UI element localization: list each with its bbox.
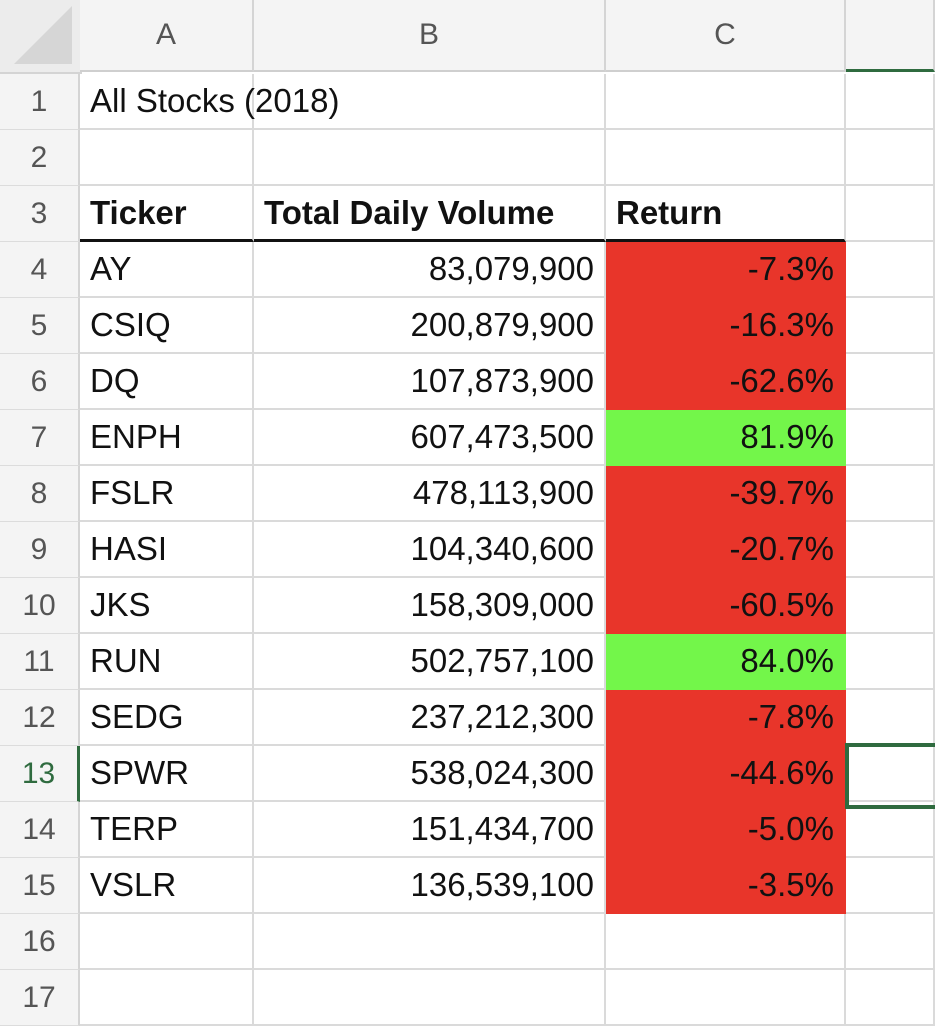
return-cell[interactable]: -5.0%: [606, 802, 846, 858]
row-header-4[interactable]: 4: [0, 242, 80, 298]
cell-d4[interactable]: [846, 242, 935, 298]
return-cell[interactable]: -44.6%: [606, 746, 846, 802]
row-header-8[interactable]: 8: [0, 466, 80, 522]
cell-d10[interactable]: [846, 578, 935, 634]
return-cell[interactable]: -7.3%: [606, 242, 846, 298]
row-header-11[interactable]: 11: [0, 634, 80, 690]
volume-cell[interactable]: 107,873,900: [254, 354, 606, 410]
return-cell[interactable]: -20.7%: [606, 522, 846, 578]
ticker-cell[interactable]: TERP: [80, 802, 254, 858]
volume-cell[interactable]: 158,309,000: [254, 578, 606, 634]
ticker-cell[interactable]: HASI: [80, 522, 254, 578]
ticker-cell[interactable]: JKS: [80, 578, 254, 634]
cell-d14[interactable]: [846, 802, 935, 858]
return-cell[interactable]: -16.3%: [606, 298, 846, 354]
cell-b2[interactable]: [254, 130, 606, 186]
cell-d7[interactable]: [846, 410, 935, 466]
ticker-cell[interactable]: RUN: [80, 634, 254, 690]
cell-d3[interactable]: [846, 186, 935, 242]
cell-a2[interactable]: [80, 130, 254, 186]
row-header-2[interactable]: 2: [0, 130, 80, 186]
row-header-6[interactable]: 6: [0, 354, 80, 410]
header-return[interactable]: Return: [606, 186, 846, 242]
ticker-cell[interactable]: DQ: [80, 354, 254, 410]
cell-d2[interactable]: [846, 130, 935, 186]
cell-c16[interactable]: [606, 914, 846, 970]
ticker-cell[interactable]: SEDG: [80, 690, 254, 746]
cell-d12[interactable]: [846, 690, 935, 746]
return-cell[interactable]: -39.7%: [606, 466, 846, 522]
cell-c2[interactable]: [606, 130, 846, 186]
cell-d9[interactable]: [846, 522, 935, 578]
volume-cell[interactable]: 502,757,100: [254, 634, 606, 690]
return-cell[interactable]: -62.6%: [606, 354, 846, 410]
cell-a16[interactable]: [80, 914, 254, 970]
volume-cell[interactable]: 478,113,900: [254, 466, 606, 522]
ticker-cell[interactable]: VSLR: [80, 858, 254, 914]
volume-cell[interactable]: 83,079,900: [254, 242, 606, 298]
cell-c1[interactable]: [606, 74, 846, 130]
volume-cell[interactable]: 136,539,100: [254, 858, 606, 914]
return-cell[interactable]: 84.0%: [606, 634, 846, 690]
ticker-cell[interactable]: AY: [80, 242, 254, 298]
cell-b16[interactable]: [254, 914, 606, 970]
cell-b17[interactable]: [254, 970, 606, 1026]
cell-d13[interactable]: [846, 746, 935, 802]
ticker-cell[interactable]: SPWR: [80, 746, 254, 802]
volume-cell[interactable]: 104,340,600: [254, 522, 606, 578]
row-header-3[interactable]: 3: [0, 186, 80, 242]
row-header-12[interactable]: 12: [0, 690, 80, 746]
cell-d16[interactable]: [846, 914, 935, 970]
row-header-5[interactable]: 5: [0, 298, 80, 354]
cell-d11[interactable]: [846, 634, 935, 690]
sheet-title-cell[interactable]: All Stocks (2018): [80, 74, 339, 130]
column-header-c[interactable]: C: [606, 0, 846, 72]
row-header-13[interactable]: 13: [0, 746, 80, 802]
volume-cell[interactable]: 151,434,700: [254, 802, 606, 858]
row-header-1[interactable]: 1: [0, 74, 80, 130]
row-header-10[interactable]: 10: [0, 578, 80, 634]
volume-cell[interactable]: 538,024,300: [254, 746, 606, 802]
row-header-17[interactable]: 17: [0, 970, 80, 1026]
cell-d8[interactable]: [846, 466, 935, 522]
volume-cell[interactable]: 237,212,300: [254, 690, 606, 746]
row-header-14[interactable]: 14: [0, 802, 80, 858]
ticker-cell[interactable]: FSLR: [80, 466, 254, 522]
ticker-cell[interactable]: CSIQ: [80, 298, 254, 354]
column-header-a[interactable]: A: [80, 0, 254, 72]
cell-d17[interactable]: [846, 970, 935, 1026]
cell-d5[interactable]: [846, 298, 935, 354]
cell-d6[interactable]: [846, 354, 935, 410]
volume-cell[interactable]: 607,473,500: [254, 410, 606, 466]
cell-a17[interactable]: [80, 970, 254, 1026]
return-cell[interactable]: 81.9%: [606, 410, 846, 466]
column-header-b[interactable]: B: [254, 0, 606, 72]
column-header-d[interactable]: [846, 0, 935, 72]
cell-d1[interactable]: [846, 74, 935, 130]
row-header-15[interactable]: 15: [0, 858, 80, 914]
select-all-corner[interactable]: [0, 0, 82, 74]
cell-b1[interactable]: [254, 74, 606, 130]
header-total-daily-volume[interactable]: Total Daily Volume: [254, 186, 606, 242]
return-cell[interactable]: -3.5%: [606, 858, 846, 914]
ticker-cell[interactable]: ENPH: [80, 410, 254, 466]
volume-cell[interactable]: 200,879,900: [254, 298, 606, 354]
row-header-7[interactable]: 7: [0, 410, 80, 466]
row-header-9[interactable]: 9: [0, 522, 80, 578]
row-header-16[interactable]: 16: [0, 914, 80, 970]
header-ticker[interactable]: Ticker: [80, 186, 254, 242]
return-cell[interactable]: -60.5%: [606, 578, 846, 634]
cell-c17[interactable]: [606, 970, 846, 1026]
return-cell[interactable]: -7.8%: [606, 690, 846, 746]
cell-d15[interactable]: [846, 858, 935, 914]
